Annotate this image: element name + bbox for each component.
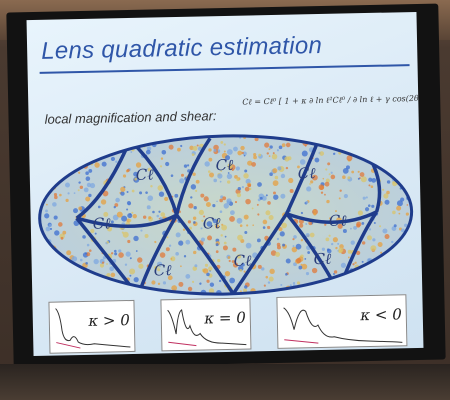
patch-border [75, 135, 382, 297]
slide: Lens quadratic estimation local magnific… [26, 11, 424, 357]
slide-title: Lens quadratic estimation [40, 31, 323, 65]
power-spectrum-plot-icon: κ = 0 [160, 297, 252, 352]
equation: Cℓ = Cℓ⁰ [ 1 + κ ∂ ln ℓ²Cℓ⁰ / ∂ ln ℓ + γ… [242, 92, 424, 107]
patch-label: Cℓ [329, 211, 347, 229]
sky-map-icon: Cℓ Cℓ Cℓ Cℓ Cℓ Cℓ Cℓ Cℓ Cℓ [38, 132, 414, 298]
patch-label: Cℓ [203, 214, 221, 232]
slide-subtitle: local magnification and shear: [44, 108, 217, 127]
patch-label: Cℓ [154, 261, 172, 279]
plot-label: κ = 0 [204, 308, 246, 328]
power-spectrum-plot-icon: κ < 0 [276, 294, 408, 349]
patch-label: Cℓ [233, 251, 251, 269]
title-underline [39, 64, 410, 74]
patch-label: Cℓ [298, 164, 316, 182]
patch-label: Cℓ [215, 156, 233, 174]
patch-label: Cℓ [93, 214, 111, 232]
patch-label: Cℓ [313, 250, 331, 268]
patch-label: Cℓ [136, 165, 154, 183]
plot-label: κ > 0 [88, 311, 131, 330]
plot-label: κ < 0 [360, 305, 402, 325]
room-floor [0, 364, 450, 400]
power-spectrum-plot-icon: κ > 0 [48, 299, 136, 354]
